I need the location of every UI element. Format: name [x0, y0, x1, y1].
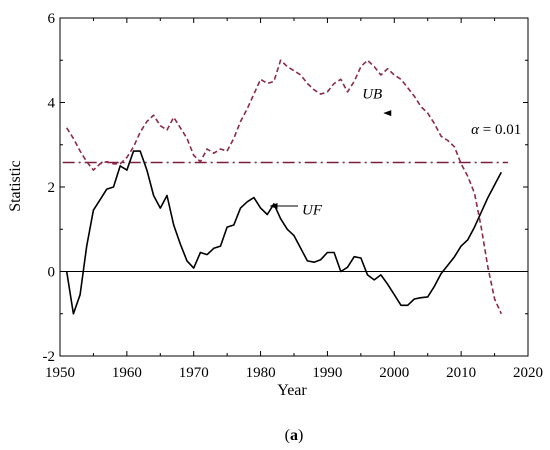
- alpha-value: = 0.01: [479, 122, 521, 138]
- plot-frame: [59, 17, 529, 357]
- x-tick-label: 1950: [45, 365, 75, 381]
- y-tick-label: 0: [48, 265, 56, 281]
- annotation-alpha: α = 0.01: [471, 122, 521, 138]
- alpha-symbol: α: [471, 122, 480, 138]
- x-tick-label: 2000: [379, 365, 409, 381]
- x-tick-label: 1960: [112, 365, 142, 381]
- annotation-uf: UF: [302, 202, 323, 218]
- y-tick-label: 6: [48, 11, 56, 27]
- annotation-ub: UB: [362, 86, 382, 102]
- y-tick-label: 4: [48, 96, 56, 112]
- series-ub-line: [66, 59, 503, 315]
- figure-caption: (a): [285, 427, 304, 444]
- y-tick-label: -2: [43, 349, 56, 365]
- y-axis-title: Statistic: [7, 160, 24, 212]
- axes: 1950 1960 1970 1980 1990 2000 2010 2020 -2 0 2 4 6: [43, 11, 544, 381]
- caption-letter: a: [290, 427, 298, 444]
- series-layer: [60, 59, 528, 315]
- x-tick-label: 2010: [446, 365, 476, 381]
- x-tick-label: 1970: [179, 365, 209, 381]
- series-uf-line: [65, 150, 503, 315]
- caption-open-paren: (: [285, 427, 290, 444]
- y-tick-label: 2: [48, 180, 56, 196]
- x-tick-label: 1990: [312, 365, 342, 381]
- annotations: α = 0.01 UB UF: [269, 86, 521, 218]
- x-axis-title: Year: [277, 382, 307, 399]
- x-tick-label: 2020: [513, 365, 543, 381]
- x-tick-label: 1980: [246, 365, 276, 381]
- caption-close-paren: ): [298, 427, 303, 444]
